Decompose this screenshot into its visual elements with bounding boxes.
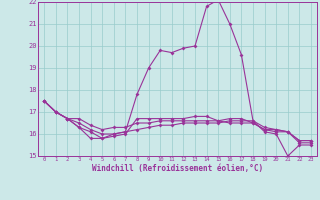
X-axis label: Windchill (Refroidissement éolien,°C): Windchill (Refroidissement éolien,°C): [92, 164, 263, 173]
